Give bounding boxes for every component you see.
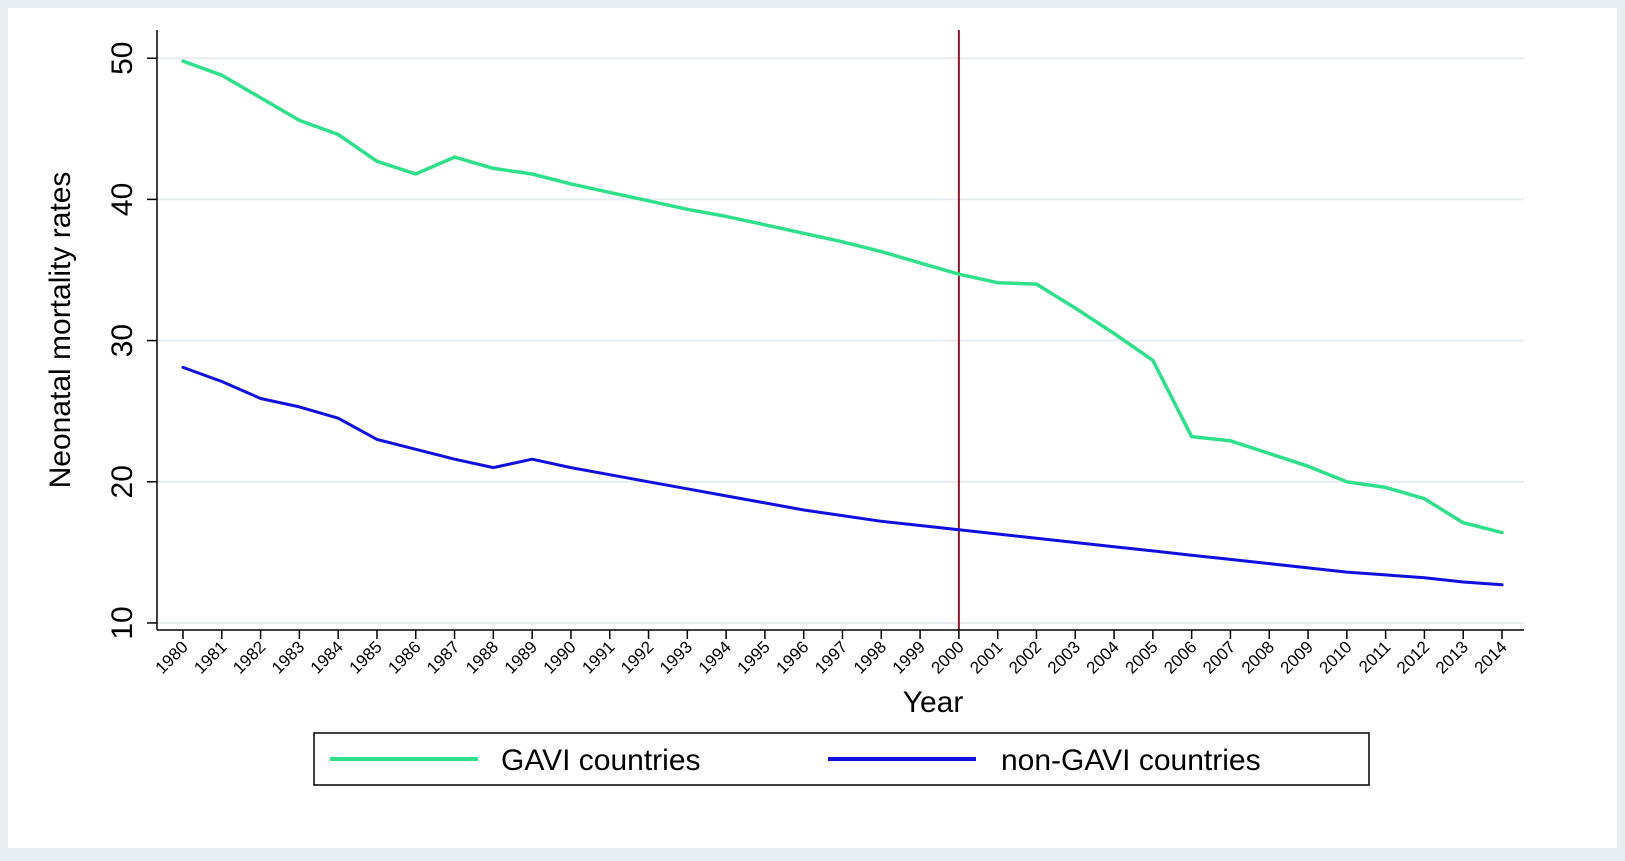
x-axis-title: Year (903, 686, 964, 719)
y-axis-title: Neonatal mortality rates (44, 172, 77, 489)
series-line-gavi (181, 59, 1504, 535)
legend-label-gavi: GAVI countries (501, 744, 701, 777)
y-tick-label: 20 (106, 465, 139, 498)
series-group (181, 59, 1504, 587)
plot-area (157, 30, 1524, 630)
y-tick-label: 10 (106, 606, 139, 639)
y-tick-label: 40 (106, 183, 139, 216)
legend-label-non-gavi: non-GAVI countries (1001, 744, 1261, 777)
y-tick-label: 30 (106, 324, 139, 357)
y-tick-label: 50 (106, 42, 139, 75)
legend: GAVI countries non-GAVI countries (313, 732, 1370, 786)
series-line-non-gavi (181, 365, 1504, 587)
gridlines (157, 57, 1524, 624)
